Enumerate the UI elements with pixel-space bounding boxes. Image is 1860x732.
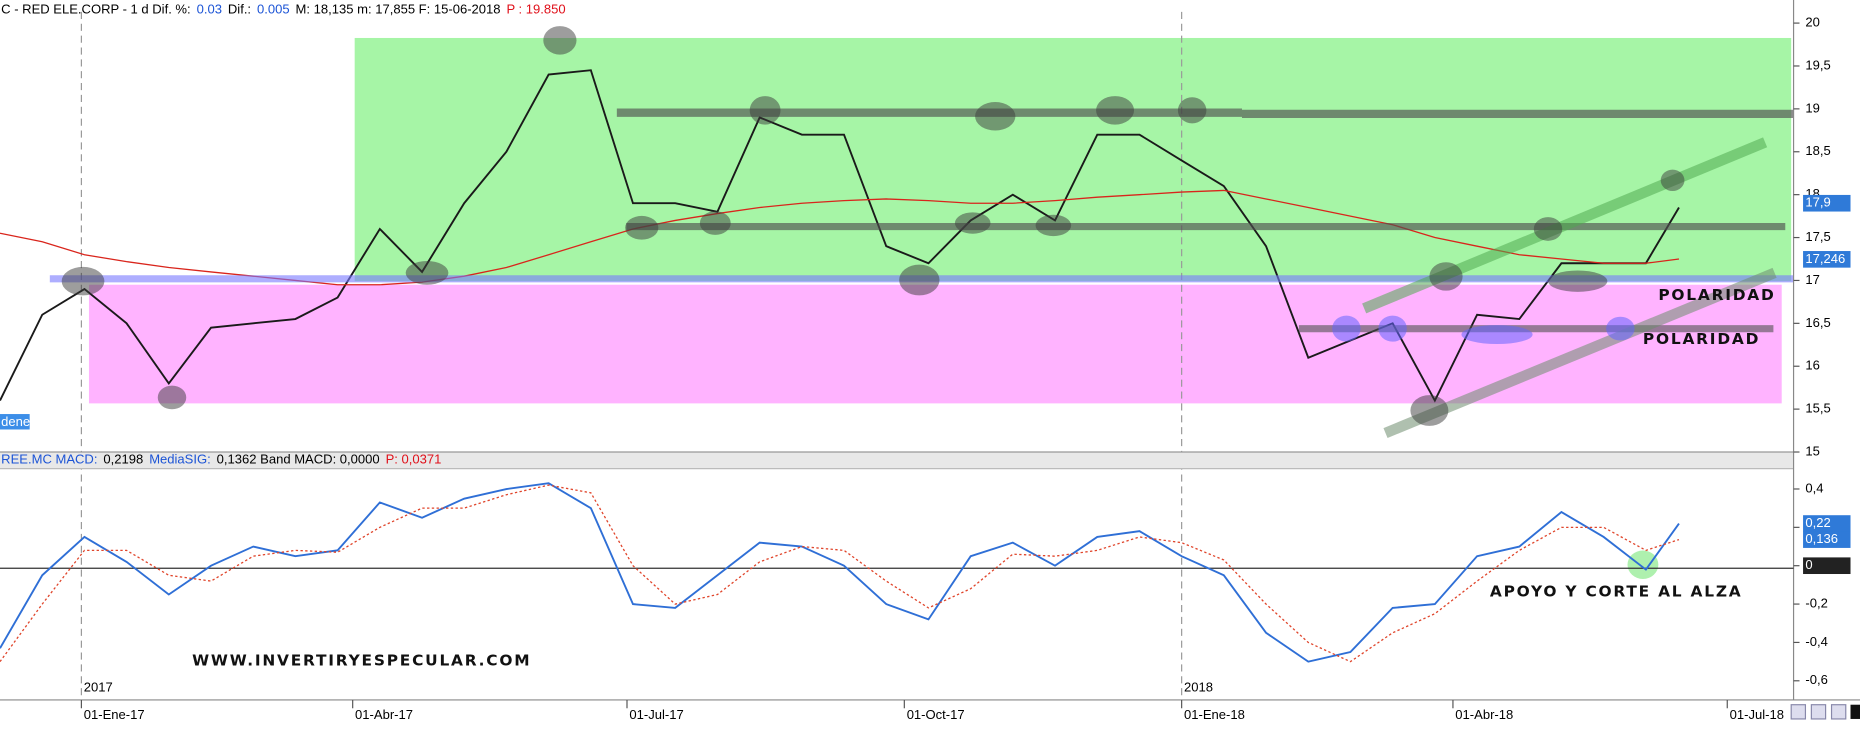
marker	[954, 212, 991, 234]
header-field: 0,1362 Band MACD: 0,0000	[217, 452, 380, 467]
marker	[405, 261, 449, 285]
x-tick-label: 01-Ene-18	[1184, 707, 1245, 722]
marker	[975, 102, 1016, 131]
series-line	[0, 69, 1680, 403]
y-tick-label: -0,6	[1805, 672, 1827, 687]
value-tag-label: 0,22	[1805, 515, 1830, 530]
marker	[543, 26, 577, 55]
marker	[699, 211, 731, 235]
value-tag	[1803, 515, 1851, 532]
button[interactable]	[1790, 704, 1807, 720]
series-line	[0, 482, 1680, 663]
header-field: C - RED ELE.CORP - 1 d Dif. %:	[1, 2, 190, 17]
x-tick-label: 01-Ene-17	[84, 707, 145, 722]
header-field: 0,2198	[103, 452, 143, 467]
value-tag-label: 17,246	[1805, 251, 1845, 266]
header-field: 0.03	[197, 2, 222, 17]
year-label: 2018	[1184, 680, 1213, 695]
header-field: Dif.:	[228, 2, 251, 17]
y-tick-label: 17,5	[1805, 229, 1830, 244]
y-tick-label: 16,5	[1805, 315, 1830, 330]
tab-label: denes	[1, 414, 37, 429]
header-field: P: 0,0371	[386, 452, 442, 467]
x-tick-label: 01-Jul-18	[1730, 707, 1784, 722]
y-tick-label: 20	[1805, 15, 1819, 30]
marker	[1035, 214, 1072, 237]
value-tag-label: 0,136	[1805, 531, 1838, 546]
support-zone	[88, 284, 1782, 404]
marker	[1332, 315, 1361, 342]
series-line	[0, 484, 1680, 663]
x-tick-label: 01-Abr-17	[355, 707, 413, 722]
header-field: MediaSIG:	[149, 452, 211, 467]
macd-header: REE.MC MACD: 0,2198 MediaSIG: 0,1362 Band M…	[1, 452, 441, 467]
value-tag	[1803, 251, 1851, 268]
marker	[1533, 217, 1563, 241]
marker	[61, 266, 105, 296]
markers	[61, 26, 1685, 579]
toolbar	[1790, 704, 1860, 720]
y-tick-label: 16	[1805, 358, 1819, 373]
y-tick-label: 19,5	[1805, 57, 1830, 72]
marker	[1548, 270, 1608, 292]
x-tick-label: 01-Oct-17	[907, 707, 965, 722]
channel-line	[1383, 267, 1777, 438]
marker	[1410, 395, 1449, 426]
marker	[899, 264, 940, 296]
resistance-zone	[354, 37, 1792, 282]
marker	[1096, 96, 1135, 125]
header-field: REE.MC MACD:	[1, 452, 97, 467]
marker	[1660, 169, 1685, 192]
marker	[1429, 262, 1463, 291]
annotation: POLARIDAD	[1643, 330, 1760, 348]
y-tick-label: 15	[1805, 443, 1819, 458]
value-tag-label: 0	[1805, 557, 1812, 572]
marker	[1177, 97, 1207, 124]
button[interactable]	[1850, 704, 1860, 719]
marker	[157, 385, 187, 410]
y-axis	[1793, 0, 1860, 700]
y-tick-label: 0,4	[1805, 480, 1823, 495]
x-tick-label: 01-Abr-18	[1455, 707, 1513, 722]
x-tick-label: 01-Jul-17	[629, 707, 683, 722]
marker	[1627, 550, 1659, 579]
marker	[1606, 316, 1635, 341]
panel-header	[0, 452, 1860, 469]
y-tick-label: 18,5	[1805, 143, 1830, 158]
header: C - RED ELE.CORP - 1 d Dif. %: 0.03 Dif.: 0…	[1, 2, 565, 17]
y-tick-label: 17	[1805, 272, 1819, 287]
value-tag	[1803, 194, 1851, 212]
header-field: 0.005	[257, 2, 290, 17]
year-label: 2017	[84, 680, 113, 695]
header-field: M: 18,135 m: 17,855 F: 15-06-2018	[296, 2, 501, 17]
watermark: WWW.INVERTIRYESPECULAR.COM	[192, 651, 531, 669]
header-field: P : 19.850	[506, 2, 565, 17]
marker	[749, 96, 781, 125]
annotation: APOYO Y CORTE AL ALZA	[1490, 583, 1743, 601]
drawings	[49, 108, 1794, 438]
marker	[625, 215, 659, 240]
tab	[0, 414, 30, 430]
y-tick-label: -0,4	[1805, 634, 1827, 649]
marker	[1378, 315, 1407, 342]
marker	[1461, 325, 1533, 345]
button[interactable]	[1830, 704, 1847, 720]
value-tag-label: 17,9	[1805, 195, 1830, 210]
y-tick-label: 15,5	[1805, 401, 1830, 416]
button[interactable]	[1810, 704, 1827, 720]
annotation: POLARIDAD	[1658, 286, 1775, 304]
y-tick-label: -0,2	[1805, 596, 1827, 611]
value-tag	[1803, 557, 1851, 575]
y-tick-label: 19	[1805, 100, 1819, 115]
value-tag	[1803, 531, 1851, 548]
